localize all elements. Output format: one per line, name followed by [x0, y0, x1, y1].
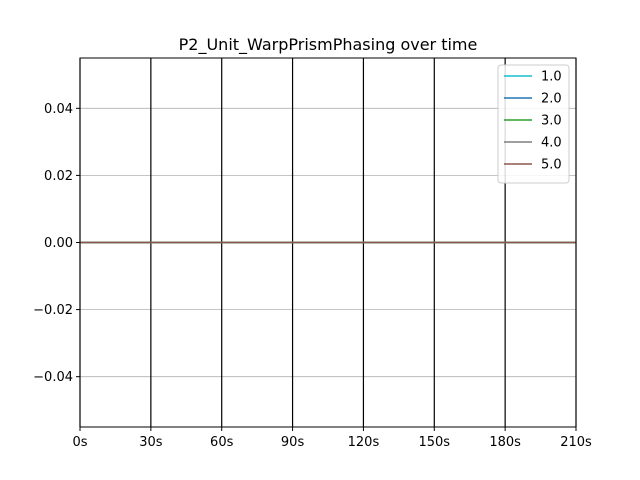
- x-tick-label: 150s: [418, 435, 450, 450]
- legend-label: 1.0: [541, 70, 562, 85]
- legend-label: 4.0: [541, 136, 562, 151]
- y-tick-label: 0.00: [44, 236, 73, 251]
- legend-label: 5.0: [541, 158, 562, 173]
- x-tick-label: 0s: [72, 435, 87, 450]
- x-tick-label: 210s: [560, 435, 592, 450]
- chart-title: P2_Unit_WarpPrismPhasing over time: [179, 35, 478, 55]
- x-axis-ticks: 0s 30s 60s 90s 120s 150s 180s 210s: [72, 427, 592, 450]
- y-tick-label: −0.02: [33, 303, 73, 318]
- x-tick-label: 120s: [348, 435, 380, 450]
- y-tick-label: 0.04: [44, 102, 73, 117]
- y-axis-ticks: 0.04 0.02 0.00 −0.02 −0.04: [33, 102, 80, 385]
- y-tick-label: −0.04: [33, 370, 73, 385]
- legend-box: [497, 64, 570, 184]
- y-tick-label: 0.02: [44, 169, 73, 184]
- x-tick-label: 90s: [281, 435, 305, 450]
- legend-label: 3.0: [541, 114, 562, 129]
- x-tick-label: 180s: [489, 435, 521, 450]
- x-tick-label: 30s: [139, 435, 163, 450]
- legend: 1.0 2.0 3.0 4.0 5.0: [497, 64, 570, 184]
- legend-label: 2.0: [541, 92, 562, 107]
- x-tick-label: 60s: [210, 435, 234, 450]
